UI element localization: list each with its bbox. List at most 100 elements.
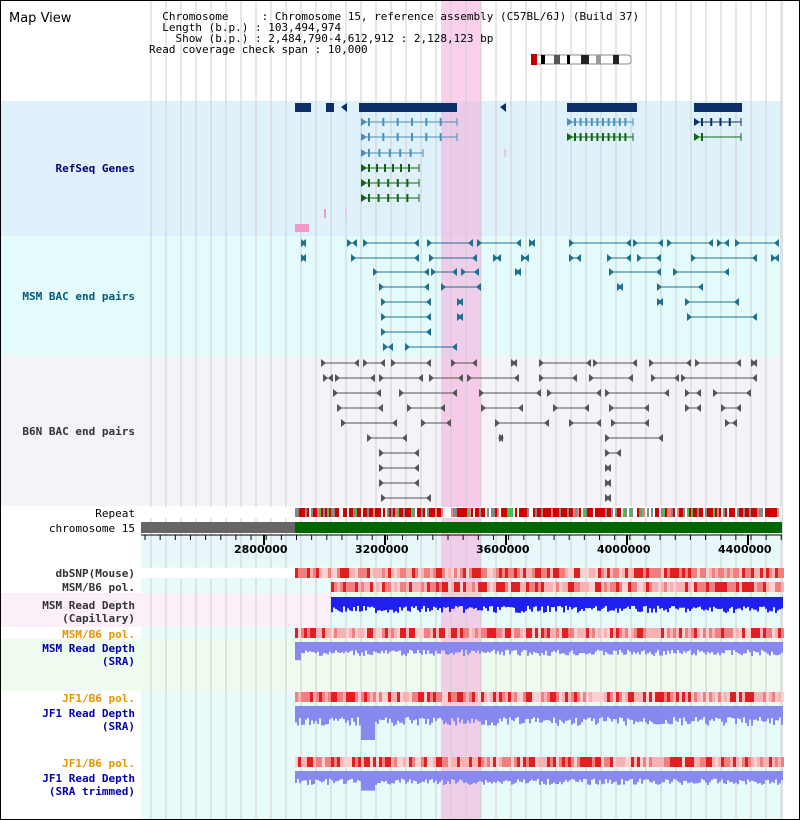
track-label-msm-b6-pol-1[interactable]: MSM/B6 pol. — [62, 581, 135, 594]
track-label-msm-b6-pol-2[interactable]: MSM/B6 pol. — [62, 628, 135, 641]
gene-block — [326, 103, 334, 112]
msm-b6-pol-density — [304, 628, 307, 638]
jf1-trimmed-depth-bar — [407, 771, 409, 783]
track-label-refseq-genes[interactable]: RefSeq Genes — [55, 162, 135, 175]
msm-capillary-depth-bar — [651, 597, 653, 613]
msm-sra-depth-bar — [585, 642, 587, 655]
track-label-jf1-depth-trimmed[interactable]: JF1 Read Depth (SRA trimmed) — [42, 772, 135, 798]
msm-b6-pol-density — [565, 628, 568, 638]
track-label-chromosome[interactable]: chromosome 15 — [48, 522, 135, 535]
jf1-b6-pol-density — [700, 692, 703, 702]
msm-b6-pol-density — [325, 628, 328, 638]
bac-end-pair-msm-end — [752, 254, 757, 262]
bac-end-pair-msm-end — [414, 254, 419, 262]
bac-end-pair-msm-end — [468, 239, 473, 247]
track-label-jf1-b6-pol-1[interactable]: JF1/B6 pol. — [62, 692, 135, 705]
msm-sra-depth-bar — [601, 642, 603, 651]
jf1-trimmed-depth-bar — [557, 771, 559, 784]
msm-b6-pol-density — [409, 582, 412, 592]
track-label-b6n-bac[interactable]: B6N BAC end pairs — [22, 425, 135, 438]
jf1-b6-pol-density — [775, 692, 778, 702]
msm-capillary-depth-bar — [701, 597, 703, 610]
jf1-sra-depth-bar — [325, 706, 327, 725]
msm-capillary-depth-bar — [731, 597, 733, 607]
track-label-msm-bac[interactable]: MSM BAC end pairs — [22, 290, 135, 303]
repeat-element — [491, 508, 493, 517]
dbsnp-density — [535, 568, 538, 578]
jf1-b6-pol-density — [463, 757, 466, 767]
jf1-trimmed-depth-bar — [683, 771, 685, 781]
msm-b6-pol-density — [559, 628, 562, 638]
msm-sra-depth-bar — [699, 642, 701, 652]
msm-capillary-depth-bar — [705, 597, 707, 610]
jf1-sra-depth-bar — [381, 706, 383, 721]
repeat-element — [731, 508, 733, 517]
repeat-element — [695, 508, 697, 517]
jf1-b6-pol-density — [748, 692, 751, 702]
msm-b6-pol-density — [724, 582, 727, 592]
msm-b6-pol-density — [430, 582, 433, 592]
dbsnp-density — [316, 568, 319, 578]
msm-capillary-depth-bar — [381, 597, 383, 612]
msm-capillary-depth-bar — [683, 597, 685, 608]
jf1-trimmed-depth-bar — [515, 771, 517, 783]
track-label-msm-depth-capillary[interactable]: MSM Read Depth (Capillary) — [42, 599, 135, 625]
msm-b6-pol-density — [538, 582, 541, 592]
repeat-element — [439, 508, 441, 517]
jf1-sra-depth-bar — [389, 706, 391, 719]
jf1-sra-depth-bar — [407, 706, 409, 718]
jf1-trimmed-depth-bar — [629, 771, 631, 780]
dbsnp-density — [568, 568, 571, 578]
jf1-b6-pol-density — [388, 757, 391, 767]
track-label-dbsnp[interactable]: dbSNP(Mouse) — [55, 567, 135, 580]
jf1-trimmed-depth-bar — [477, 771, 479, 783]
msm-b6-pol-density — [610, 582, 613, 592]
jf1-trimmed-depth-bar — [659, 771, 661, 785]
bac-end-pair-msm-end — [381, 328, 386, 336]
track-label-repeat[interactable]: Repeat — [95, 507, 135, 520]
dbsnp-density — [595, 568, 598, 578]
jf1-b6-pol-density — [781, 757, 784, 767]
msm-sra-depth-bar — [573, 642, 575, 655]
repeat-element — [539, 508, 541, 517]
msm-b6-pol-density — [604, 628, 607, 638]
jf1-sra-depth-bar — [651, 706, 653, 723]
right-scroll-strip[interactable] — [782, 1, 799, 819]
jf1-sra-depth-bar — [735, 706, 737, 724]
jf1-b6-pol-density — [613, 757, 616, 767]
bac-end-pair-b6n-end — [539, 359, 544, 367]
track-label-jf1-depth-sra[interactable]: JF1 Read Depth (SRA) — [42, 707, 135, 733]
msm-capillary-depth-bar — [639, 597, 641, 612]
jf1-b6-pol-density — [652, 692, 655, 702]
jf1-b6-pol-density — [460, 692, 463, 702]
jf1-sra-depth-bar — [347, 706, 349, 721]
dbsnp-density — [526, 568, 529, 578]
jf1-sra-depth-bar — [645, 706, 647, 723]
repeat-element — [693, 508, 695, 517]
jf1-trimmed-depth-bar — [743, 771, 745, 782]
msm-b6-pol-density — [301, 628, 304, 638]
bac-end-pair-b6n-end — [370, 374, 375, 382]
msm-b6-pol-density — [421, 582, 424, 592]
msm-b6-pol-density — [334, 582, 337, 592]
bac-end-pair-b6n-end — [514, 374, 519, 382]
jf1-b6-pol-density — [523, 757, 526, 767]
bac-end-pair-msm-end — [752, 313, 757, 321]
msm-capillary-depth-bar — [555, 597, 557, 612]
jf1-trimmed-depth-bar — [545, 771, 547, 785]
msm-capillary-depth-bar — [667, 597, 669, 613]
gene-arrow — [694, 133, 700, 141]
repeat-element — [699, 508, 701, 517]
msm-b6-pol-density — [640, 628, 643, 638]
jf1-trimmed-depth-bar — [645, 771, 647, 780]
bac-end-pair-msm-end — [461, 268, 466, 276]
dbsnp-density — [766, 568, 769, 578]
jf1-b6-pol-density — [457, 757, 460, 767]
msm-b6-pol-density — [499, 582, 502, 592]
msm-sra-depth-bar — [313, 642, 315, 653]
jf1-b6-pol-density — [547, 757, 550, 767]
track-label-jf1-b6-pol-2[interactable]: JF1/B6 pol. — [62, 757, 135, 770]
track-label-msm-depth-sra[interactable]: MSM Read Depth (SRA) — [42, 642, 135, 668]
jf1-sra-depth-bar — [363, 706, 365, 740]
